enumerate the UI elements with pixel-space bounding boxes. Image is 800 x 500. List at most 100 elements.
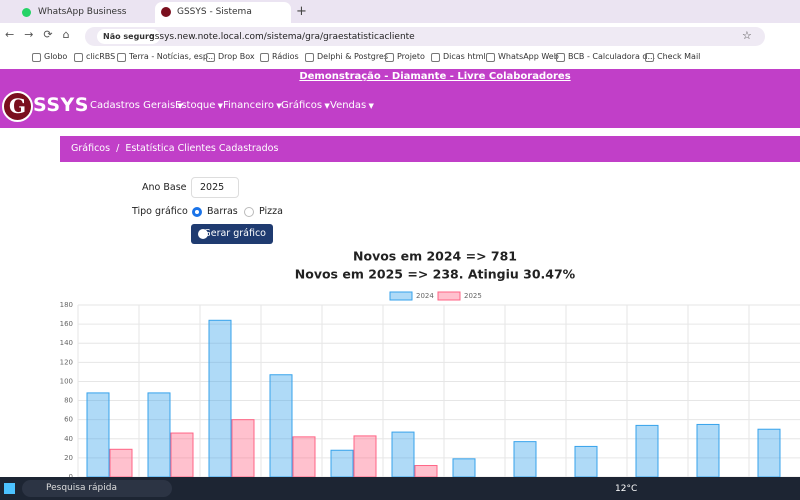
bookmark-icon	[385, 53, 394, 62]
caret: ▼	[366, 102, 374, 110]
tab[interactable]: GSSYS - Sistema	[155, 2, 291, 23]
menu-item[interactable]: Financeiro ▼	[223, 100, 282, 111]
bar	[86, 392, 110, 477]
y-tick-label: 20	[64, 454, 73, 462]
button-icon	[198, 229, 208, 239]
bar	[292, 436, 316, 477]
caret: ▼	[322, 102, 330, 110]
bookmark[interactable]: Globo	[44, 52, 68, 61]
bar	[147, 392, 171, 477]
radio-label[interactable]: Barras	[207, 206, 238, 217]
caret: ▼	[274, 102, 282, 110]
nav-buttons[interactable]: ←→⟳⌂	[5, 28, 80, 41]
menu-item[interactable]: Cadastros Gerais ▼	[90, 100, 183, 111]
bookmark-icon	[74, 53, 83, 62]
legend-swatch	[389, 291, 413, 301]
bar	[414, 465, 438, 477]
radio-checked[interactable]	[192, 207, 202, 217]
radio-label[interactable]: Pizza	[259, 206, 283, 217]
bar	[574, 445, 598, 477]
bar	[208, 319, 232, 477]
bookmark-icon	[305, 53, 314, 62]
bookmark[interactable]: Rádios	[272, 52, 299, 61]
breadcrumb: Gráficos / Estatística Clientes Cadastra…	[60, 136, 800, 162]
bar	[635, 424, 659, 477]
legend-label: 2024	[416, 292, 434, 300]
bookmark[interactable]: Drop Box	[218, 52, 255, 61]
taskbar	[0, 477, 800, 500]
bookmark-icon	[117, 53, 126, 62]
bookmark[interactable]: BCB - Calculadora d...	[568, 52, 656, 61]
bar	[231, 419, 255, 477]
bar	[452, 458, 476, 477]
bar	[269, 374, 293, 477]
year-input[interactable]: 2025	[191, 177, 239, 198]
chart-subtitle: Novos em 2025 => 238. Atingiu 30.47%	[295, 267, 576, 282]
generate-button[interactable]: Gerar gráfico	[191, 224, 273, 244]
bar	[109, 448, 133, 477]
banner[interactable]: Demonstração - Diamante - Livre Colabora…	[299, 71, 571, 82]
bookmark[interactable]: WhatsApp Web	[498, 52, 559, 61]
y-tick-label: 60	[64, 416, 73, 424]
chart: Novos em 2024 => 781 Novos em 2025 => 23…	[60, 249, 800, 477]
start-button[interactable]	[4, 483, 15, 494]
bookmark-icon	[206, 53, 215, 62]
bar	[170, 432, 194, 477]
y-tick-label: 40	[64, 435, 73, 443]
navbar	[0, 69, 800, 128]
label: Tipo gráfico	[132, 206, 188, 217]
bookmark-icon	[431, 53, 440, 62]
y-tick-label: 180	[60, 301, 73, 309]
tab-icon	[161, 7, 171, 17]
url[interactable]: gssys.new.note.local.com/sistema/gra/gra…	[149, 32, 415, 42]
tab-icon	[22, 8, 31, 17]
bar	[513, 441, 537, 477]
radio[interactable]	[244, 207, 254, 217]
bookmark[interactable]: Terra - Notícias, esp...	[129, 52, 216, 61]
weather[interactable]: 12°C	[615, 484, 638, 494]
caret: ▼	[215, 102, 224, 110]
crumb: Estatística Clientes Cadastrados	[125, 143, 279, 154]
omnibox[interactable]	[85, 27, 765, 46]
bar	[391, 431, 415, 477]
crumb[interactable]: Gráficos	[71, 143, 111, 154]
y-tick-label: 80	[64, 397, 73, 405]
bar	[353, 435, 377, 477]
security-chip[interactable]: Não seguro	[97, 29, 161, 44]
caret: ▼	[175, 102, 183, 110]
bookmark[interactable]: Projeto	[397, 52, 425, 61]
bookmarks-bar	[0, 49, 800, 68]
label: Ano Base	[142, 182, 187, 193]
bar	[330, 449, 354, 477]
star[interactable]: ☆	[742, 29, 752, 42]
bar	[757, 428, 781, 477]
new-tab[interactable]: +	[296, 4, 307, 19]
menu-item[interactable]: Estoque ▼	[175, 100, 224, 111]
menu-item[interactable]: Gráficos ▼	[281, 100, 330, 111]
taskbar-search[interactable]: Pesquisa rápida	[22, 480, 172, 497]
bookmark-icon	[645, 53, 654, 62]
legend-label: 2025	[464, 292, 482, 300]
y-tick-label: 100	[60, 377, 73, 385]
y-tick-label: 120	[60, 358, 73, 366]
bookmark-icon	[32, 53, 41, 62]
chart-title: Novos em 2024 => 781	[353, 249, 517, 264]
bookmark-icon	[260, 53, 269, 62]
crumb-sep: /	[110, 143, 126, 154]
y-tick-label: 140	[60, 339, 73, 347]
bookmark[interactable]: Delphi & Postgres	[317, 52, 389, 61]
bookmark-icon	[486, 53, 495, 62]
bookmark[interactable]: clicRBS	[86, 52, 116, 61]
legend-swatch	[437, 291, 461, 301]
logo-mark[interactable]: G	[2, 91, 33, 122]
bookmark[interactable]: Dicas html	[443, 52, 486, 61]
logo-text[interactable]: SSYS	[33, 94, 89, 116]
menu-item[interactable]: Vendas ▼	[330, 100, 374, 111]
tab[interactable]: WhatsApp Business	[38, 7, 127, 17]
y-tick-label: 160	[60, 320, 73, 328]
bookmark-icon	[556, 53, 565, 62]
y-tick-label: 0	[69, 473, 73, 477]
bar	[696, 423, 720, 477]
bookmark[interactable]: Check Mail	[657, 52, 701, 61]
